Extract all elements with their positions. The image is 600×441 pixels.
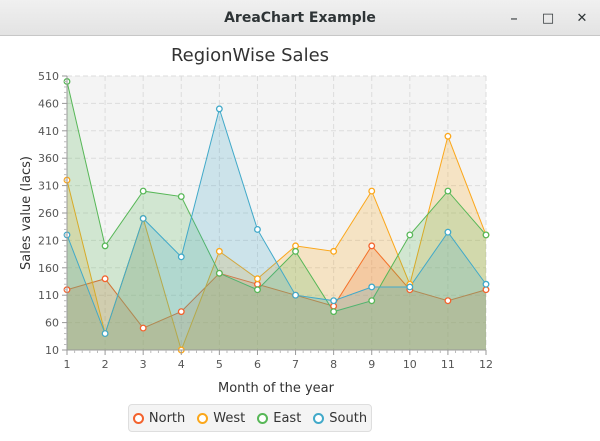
series-line-east — [66, 81, 487, 313]
x-tick-label: 1 — [64, 358, 71, 371]
x-tick-label: 12 — [479, 358, 493, 371]
y-tick-label: 310 — [38, 180, 59, 193]
series-line-north — [66, 245, 487, 329]
data-point-east — [444, 187, 452, 195]
legend-symbol — [197, 412, 209, 424]
legend-symbol — [313, 412, 325, 424]
x-axis-label: Month of the year — [218, 381, 335, 396]
area-chart: RegionWise Sales Sales value (lacs) Mont… — [0, 37, 600, 437]
chart-title: RegionWise Sales — [171, 45, 329, 66]
series-line-south — [66, 107, 487, 336]
series-area-west — [67, 136, 486, 350]
legend-symbol — [257, 412, 269, 424]
x-tick-label: 10 — [403, 358, 417, 371]
y-tick-label: 410 — [38, 125, 59, 138]
data-point-south — [482, 280, 490, 288]
data-point-east — [482, 231, 490, 239]
data-point-south — [330, 297, 338, 305]
maximize-button[interactable]: □ — [536, 6, 560, 30]
data-point-south — [368, 283, 376, 291]
legend-label: South — [329, 410, 368, 426]
x-tick-label: 6 — [254, 358, 261, 371]
y-axis-label: Sales value (lacs) — [19, 156, 34, 270]
window-title: AreaChart Example — [224, 10, 376, 26]
x-tick-label: 5 — [216, 358, 223, 371]
data-point-south — [215, 105, 223, 113]
legend-item-north: North — [132, 410, 186, 426]
minimize-icon: – — [510, 9, 518, 27]
y-tick-label: 160 — [38, 262, 59, 275]
data-point-west — [292, 242, 299, 250]
data-point-east — [406, 231, 414, 239]
data-point-east — [368, 297, 376, 305]
data-point-south — [139, 215, 147, 222]
series-area-east — [67, 81, 486, 351]
data-point-west — [368, 187, 376, 195]
x-tick-label: 8 — [330, 358, 337, 371]
y-tick-label: 110 — [38, 289, 59, 302]
maximize-icon: □ — [541, 10, 555, 26]
data-point-north — [444, 297, 452, 305]
data-point-east — [215, 269, 223, 277]
data-point-south — [254, 225, 261, 233]
legend-label: North — [148, 410, 186, 426]
x-tick-label: 3 — [140, 358, 147, 371]
data-point-north — [254, 280, 261, 288]
window-titlebar: AreaChart Example – □ ✕ — [0, 0, 600, 36]
minimize-button[interactable]: – — [502, 6, 526, 30]
data-point-south — [177, 253, 185, 261]
legend-item-south: South — [313, 411, 367, 426]
data-point-east — [292, 247, 299, 255]
data-point-west — [254, 275, 261, 283]
data-point-north — [139, 324, 147, 332]
legend-symbol — [132, 412, 144, 424]
y-tick-label: 60 — [45, 317, 59, 330]
data-point-east — [254, 286, 261, 294]
chart-svg: RegionWise Sales Sales value (lacs) Mont… — [19, 45, 493, 396]
y-tick-label: 510 — [38, 70, 59, 83]
data-point-west — [330, 247, 338, 255]
data-point-south — [406, 283, 414, 291]
close-icon: ✕ — [576, 10, 588, 26]
data-point-west — [444, 132, 452, 140]
data-point-south — [444, 228, 452, 236]
y-tick-label: 10 — [45, 344, 59, 357]
data-point-north — [177, 308, 185, 316]
x-tick-label: 2 — [102, 358, 109, 371]
x-tick-label: 11 — [441, 358, 455, 371]
legend-label: West — [213, 410, 246, 426]
x-tick-label: 4 — [178, 358, 185, 371]
data-point-west — [215, 247, 223, 255]
series-area-south — [67, 108, 486, 350]
legend: North West East South — [128, 404, 372, 432]
legend-item-east: East — [257, 411, 301, 426]
legend-label: East — [273, 410, 302, 426]
data-point-north — [368, 242, 376, 250]
data-point-east — [177, 193, 185, 201]
data-point-north — [482, 286, 490, 294]
data-point-north — [330, 302, 338, 310]
data-point-east — [330, 308, 338, 316]
y-tick-label: 210 — [38, 234, 59, 247]
series-area-north — [67, 245, 486, 350]
y-tick-label: 360 — [38, 152, 59, 165]
x-tick-label: 7 — [292, 358, 299, 371]
legend-item-west: West — [197, 411, 245, 426]
y-tick-label: 260 — [38, 207, 59, 220]
data-point-east — [101, 242, 109, 250]
x-tick-label: 9 — [368, 358, 375, 371]
data-point-south — [292, 291, 299, 299]
data-point-east — [139, 187, 147, 195]
data-point-south — [101, 330, 109, 338]
y-tick-label: 460 — [38, 97, 59, 110]
data-point-north — [101, 275, 109, 283]
close-button[interactable]: ✕ — [570, 6, 594, 30]
